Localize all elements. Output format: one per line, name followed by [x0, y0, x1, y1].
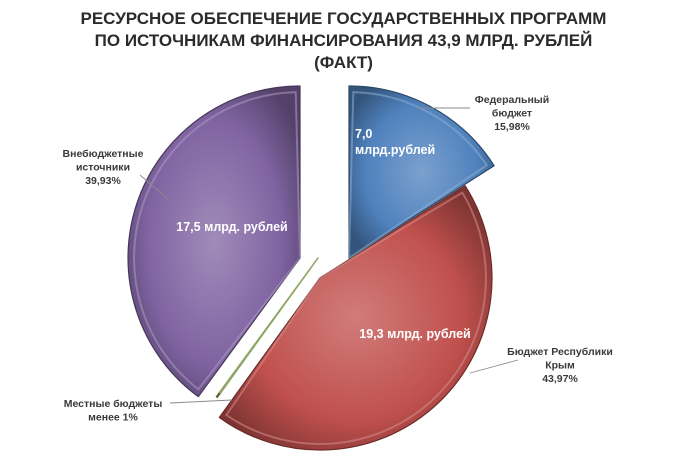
pie-slice-federal-bevel: [347, 91, 489, 260]
category-label-extrabudget-line-2: источники: [76, 162, 130, 174]
category-label-crimea: Бюджет Республики Крым 43,97%: [507, 346, 613, 385]
category-label-federal-line-2: бюджет: [492, 108, 532, 120]
value-label-crimea-line-1: 19,3 млрд. рублей: [359, 327, 470, 341]
pie-slice-crimea: [218, 185, 493, 451]
value-label-extrabudget: 17,5 млрд. рублей: [176, 220, 287, 234]
pie-slice-local-bevel: [218, 257, 319, 394]
pie-slice-crimea-bevel: [225, 191, 487, 445]
percent-label-crimea: 43,97%: [542, 373, 578, 385]
pie-slice-extrabudget: [127, 85, 301, 398]
category-label-local-line-2: менее 1%: [88, 412, 138, 424]
category-label-federal-line-1: Федеральный: [475, 94, 549, 106]
chart-title-line-1: РЕСУРСНОЕ ОБЕСПЕЧЕНИЕ ГОСУДАРСТВЕННЫХ ПР…: [80, 9, 607, 28]
value-label-crimea: 19,3 млрд. рублей: [359, 327, 470, 341]
pie-slice-federal: [348, 85, 495, 259]
category-label-local: Местные бюджеты менее 1%: [64, 398, 163, 424]
leader-line-crimea: [469, 359, 519, 374]
leader-line-local: [169, 399, 233, 404]
category-label-crimea-line-2: Крым: [545, 360, 575, 372]
category-label-extrabudget-line-1: Внебюджетные: [63, 148, 144, 160]
chart-title: РЕСУРСНОЕ ОБЕСПЕЧЕНИЕ ГОСУДАРСТВЕННЫХ ПР…: [0, 8, 687, 74]
slices-layer: [127, 85, 495, 451]
chart-title-line-3: (ФАКТ): [314, 53, 373, 72]
pie-slice-extrabudget-bevel: [133, 91, 302, 391]
leader-line-extrabudget: [139, 174, 169, 200]
percent-label-federal: 15,98%: [494, 121, 530, 133]
labels-layer: 7,0 млрд.рублей Федеральный бюджет 15,98% 19,…: [63, 94, 613, 424]
category-label-local-line-1: Местные бюджеты: [64, 398, 163, 410]
category-label-crimea-line-1: Бюджет Республики: [507, 346, 613, 358]
value-label-federal: 7,0 млрд.рублей: [355, 127, 435, 157]
chart-title-line-2: ПО ИСТОЧНИКАМ ФИНАНСИРОВАНИЯ 43,9 МЛРД. …: [94, 31, 593, 50]
value-label-federal-line-1: 7,0: [355, 127, 372, 141]
value-label-extrabudget-line-1: 17,5 млрд. рублей: [176, 220, 287, 234]
category-label-extrabudget: Внебюджетные источники 39,93%: [63, 148, 144, 187]
percent-label-extrabudget: 39,93%: [85, 175, 121, 187]
leader-lines: [139, 107, 519, 404]
category-label-federal: Федеральный бюджет 15,98%: [475, 94, 549, 133]
value-label-federal-line-2: млрд.рублей: [355, 143, 435, 157]
